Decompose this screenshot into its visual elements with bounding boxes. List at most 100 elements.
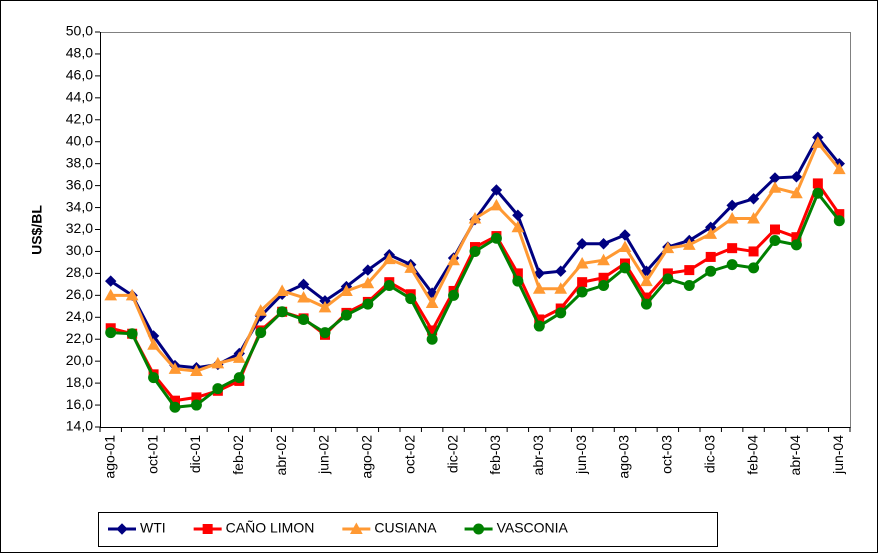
y-tick-label: 38,0 [66,154,93,170]
marker [362,264,374,276]
marker [747,193,760,205]
marker [190,364,203,377]
marker [362,298,374,310]
x-tick-label: feb-02 [230,435,246,475]
marker [148,372,160,384]
x-tick-label: feb-04 [744,435,760,475]
y-tick-label: 28,0 [66,264,93,280]
marker [469,245,481,257]
marker [104,288,118,301]
marker [832,162,846,175]
x-tick-label: abr-03 [530,435,546,476]
y-tick-label: 24,0 [66,308,93,324]
marker [705,265,717,277]
x-tick-label: ago-03 [616,435,632,479]
y-tick-label: 50,0 [66,23,93,39]
marker [361,276,375,289]
x-tick-label: ago-02 [359,435,375,479]
marker [533,267,545,280]
y-tick-label: 22,0 [66,330,93,346]
marker [790,171,803,183]
y-tick-label: 32,0 [66,220,93,236]
marker [811,136,825,148]
marker [383,279,395,291]
marker [168,362,182,374]
marker [597,253,610,266]
y-tick-label: 34,0 [66,198,93,214]
marker [473,523,485,535]
y-tick-label: 44,0 [66,89,93,105]
marker [554,282,568,294]
y-tick-label: 14,0 [66,418,93,434]
y-tick-label: 30,0 [66,242,93,258]
marker [662,273,674,285]
y-tick-label: 40,0 [66,132,93,148]
marker [490,232,502,244]
legend-label: CUSIANA [374,520,437,536]
marker [490,184,503,196]
marker [404,261,418,273]
marker [426,333,438,345]
marker [576,286,588,298]
marker [577,277,588,288]
marker [619,262,631,274]
y-tick-label: 20,0 [66,352,93,368]
y-tick-label: 36,0 [66,176,93,192]
legend-label: WTI [140,520,166,536]
legend-label: VASCONIA [497,520,569,536]
y-tick-label: 26,0 [66,286,93,302]
x-tick-label: dic-02 [444,435,460,473]
x-tick-label: abr-04 [787,435,803,476]
marker [597,238,610,250]
y-tick-label: 18,0 [66,374,93,390]
marker [276,306,288,318]
marker [468,211,482,224]
marker [726,259,738,271]
marker [211,356,225,369]
marker [340,309,352,321]
marker [684,265,695,276]
legend-label: CAÑO LIMON [226,520,315,536]
marker [532,282,546,294]
marker [618,240,632,253]
x-tick-label: jun-04 [830,435,846,475]
marker [575,256,589,269]
marker [661,241,675,254]
marker [255,327,267,339]
x-tick-label: oct-02 [401,435,417,474]
marker [619,229,631,241]
marker [116,523,128,535]
marker [490,198,503,211]
x-tick-label: jun-03 [573,435,589,475]
marker [349,522,363,534]
x-tick-label: oct-03 [659,435,675,474]
y-tick-label: 42,0 [66,110,93,126]
marker [169,401,181,413]
marker [297,290,310,303]
marker [512,275,524,287]
marker [511,220,525,233]
marker [447,253,460,266]
x-tick-label: feb-03 [487,435,503,475]
marker [533,320,545,332]
marker [318,300,332,313]
marker [640,274,653,287]
marker [147,338,160,350]
y-tick-label: 16,0 [66,396,93,412]
marker [126,328,138,340]
marker [770,224,780,235]
marker [747,211,760,224]
marker [297,278,310,291]
marker [298,313,310,325]
marker [812,187,824,199]
marker [833,215,845,227]
marker [425,296,439,309]
marker [405,293,417,305]
marker [105,327,117,339]
marker [232,351,246,363]
marker [683,279,695,291]
y-tick-label: 46,0 [66,67,93,83]
marker [725,211,739,224]
x-tick-label: ago-01 [101,435,117,479]
marker [768,181,782,193]
